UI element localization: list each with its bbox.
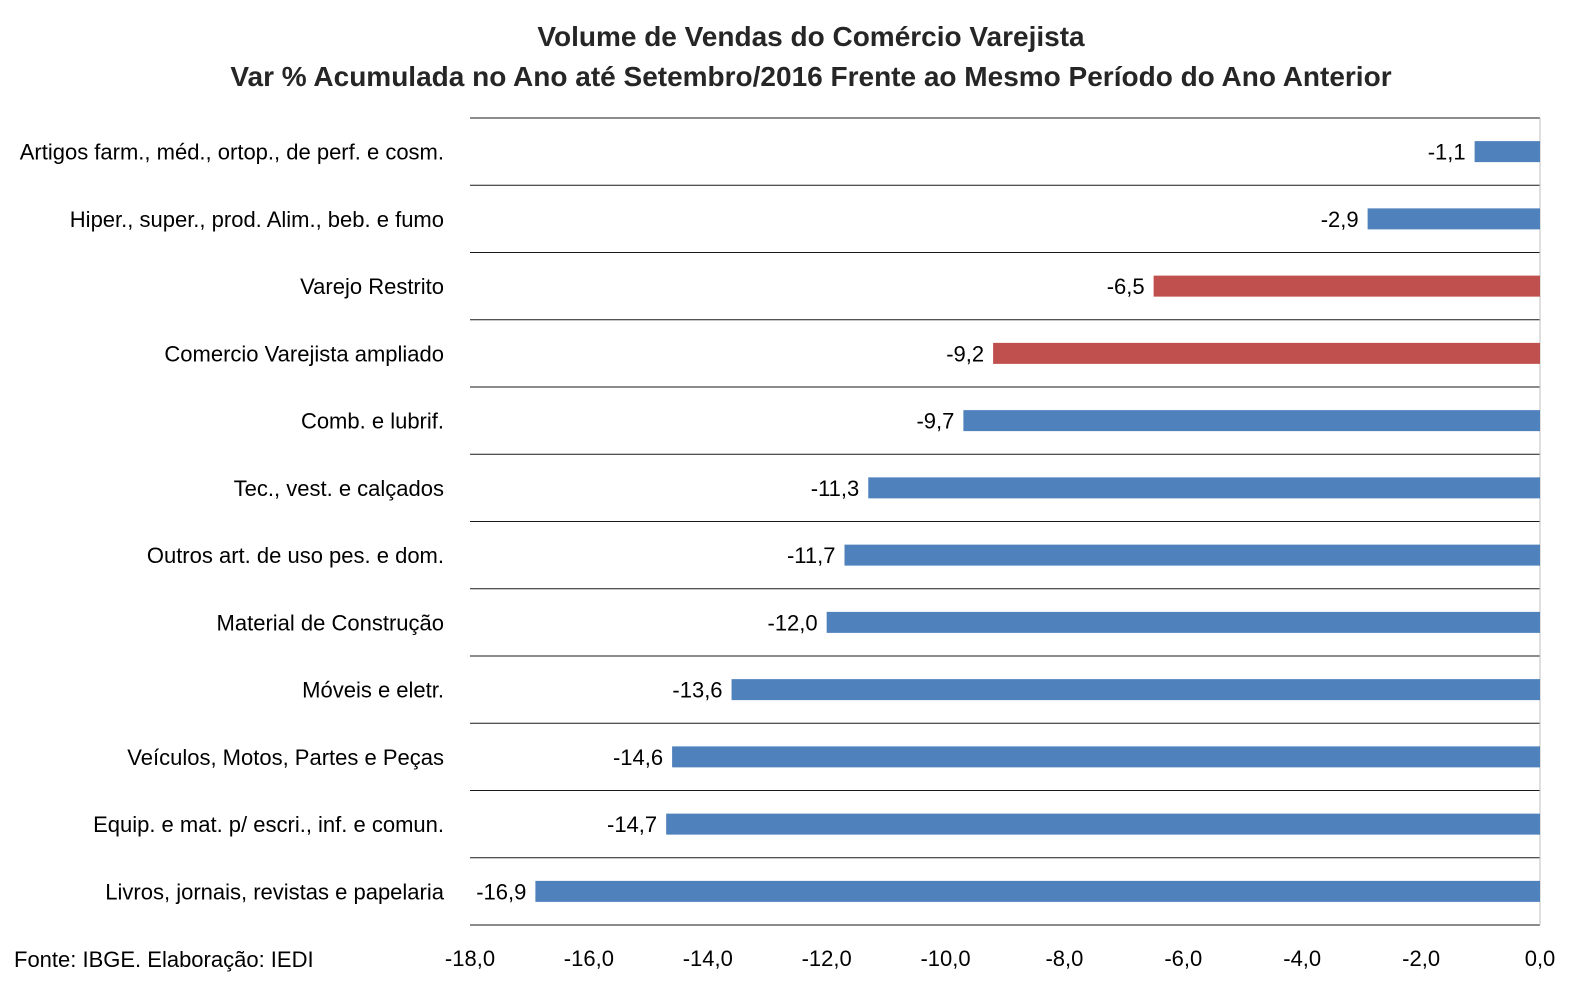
category-label: Outros art. de uso pes. e dom. [147, 543, 444, 568]
category-label: Equip. e mat. p/ escri., inf. e comun. [93, 812, 444, 837]
data-label: -11,7 [787, 543, 836, 568]
x-tick-label: -4,0 [1283, 946, 1321, 971]
bar [1367, 208, 1540, 230]
data-label: -6,5 [1107, 274, 1145, 299]
data-label: -1,1 [1428, 140, 1466, 165]
x-tick-label: 0,0 [1525, 946, 1556, 971]
data-label: -11,3 [811, 476, 860, 501]
x-tick-label: -6,0 [1164, 946, 1202, 971]
data-label: -14,7 [607, 812, 657, 837]
category-label: Artigos farm., méd., ortop., de perf. e … [20, 140, 444, 165]
bar [868, 477, 1540, 499]
x-tick-label: -18,0 [445, 946, 495, 971]
data-label: -16,9 [476, 879, 526, 904]
category-label: Varejo Restrito [300, 274, 444, 299]
data-label: -9,2 [946, 341, 984, 366]
gridlines [470, 117, 1541, 926]
bar [844, 544, 1540, 566]
chart-title-line1: Volume de Vendas do Comércio Varejista [537, 21, 1085, 52]
category-label: Tec., vest. e calçados [234, 476, 444, 501]
bar [731, 679, 1540, 701]
value-labels: -1,1 -2,9 -6,5 -9,2 -9,7 -11,3 -11,7 -12,0 -13,6… [476, 140, 1465, 905]
bar [1474, 141, 1540, 163]
chart-title-line2: Var % Acumulada no Ano até Setembro/2016… [230, 61, 1391, 92]
category-label: Móveis e eletr. [302, 678, 444, 703]
x-tick-label: -2,0 [1402, 946, 1440, 971]
x-tick-label: -8,0 [1045, 946, 1083, 971]
category-labels: Artigos farm., méd., ortop., de perf. e … [20, 140, 445, 905]
data-label: -12,0 [768, 610, 818, 635]
x-tick-label: -12,0 [802, 946, 852, 971]
category-label: Veículos, Motos, Partes e Peças [127, 745, 444, 770]
bar [1153, 275, 1540, 297]
x-axis-ticks: -18,0 -16,0 -14,0 -12,0 -10,0 -8,0 -6,0 -4,0 -2,… [445, 946, 1555, 971]
category-label: Comercio Varejista ampliado [164, 341, 444, 366]
bar [963, 410, 1540, 432]
bar [666, 813, 1540, 835]
category-label: Livros, jornais, revistas e papelaria [105, 879, 444, 904]
category-label: Hiper., super., prod. Alim., beb. e fumo [70, 207, 444, 232]
data-label: -9,7 [916, 409, 954, 434]
category-label: Comb. e lubrif. [301, 409, 444, 434]
bars [535, 141, 1540, 902]
category-label: Material de Construção [217, 610, 444, 635]
data-label: -2,9 [1321, 207, 1359, 232]
x-tick-label: -14,0 [683, 946, 733, 971]
x-tick-label: -16,0 [564, 946, 614, 971]
data-label: -14,6 [613, 745, 663, 770]
data-label: -13,6 [672, 678, 722, 703]
bar [993, 342, 1540, 364]
x-tick-label: -10,0 [920, 946, 970, 971]
source-note: Fonte: IBGE. Elaboração: IEDI [14, 947, 314, 972]
bar [826, 611, 1540, 633]
bar [672, 746, 1540, 768]
bar [535, 880, 1540, 902]
